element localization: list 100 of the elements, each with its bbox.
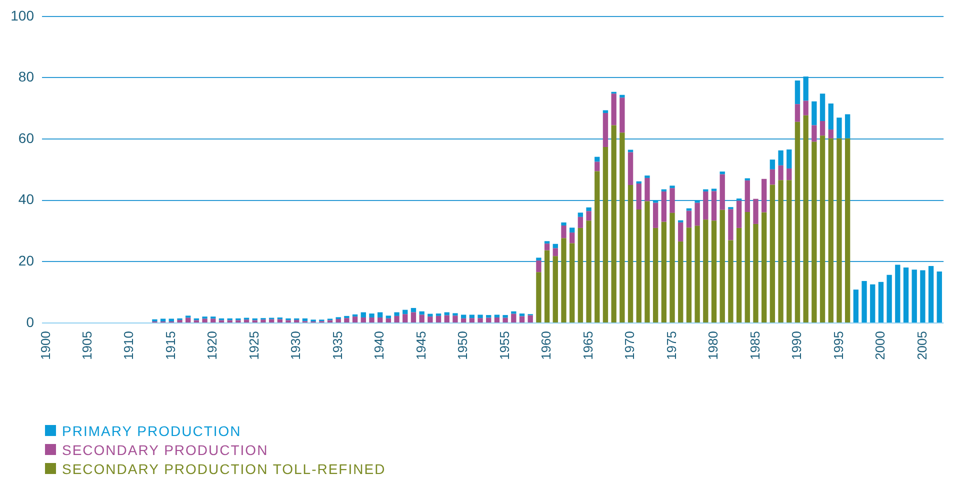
- bar: [878, 282, 884, 322]
- bar: [402, 310, 408, 314]
- bar: [594, 162, 600, 172]
- bar: [536, 272, 542, 322]
- x-tick-label: 1915: [162, 331, 178, 360]
- bar: [394, 312, 400, 316]
- y-tick-label: 100: [10, 7, 34, 24]
- x-tick-label: 1925: [246, 331, 262, 360]
- bar: [536, 258, 542, 260]
- bar: [419, 311, 424, 315]
- bar: [736, 200, 742, 228]
- x-tick-label: 1930: [288, 331, 304, 360]
- bar: [344, 316, 350, 318]
- y-tick-label: 80: [18, 68, 34, 85]
- bar: [528, 315, 533, 322]
- bar: [369, 313, 374, 318]
- bar: [168, 318, 174, 322]
- bar: [602, 147, 608, 322]
- bar: [436, 316, 442, 322]
- bar: [628, 152, 634, 186]
- bar: [644, 201, 650, 322]
- bar: [670, 212, 675, 322]
- bar: [844, 114, 850, 138]
- legend-label: SECONDARY PRODUCTION: [62, 442, 268, 458]
- bar: [586, 207, 592, 212]
- bar: [686, 210, 692, 228]
- bar: [378, 317, 383, 322]
- bar: [912, 270, 917, 322]
- bar: [369, 317, 374, 322]
- bar: [661, 222, 667, 322]
- x-tick-label: 1905: [79, 331, 94, 360]
- bar: [602, 112, 608, 148]
- bar: [670, 188, 675, 213]
- bar: [511, 311, 516, 314]
- bar: [762, 212, 767, 322]
- bar: [895, 264, 900, 322]
- x-tick-label: 1945: [413, 331, 428, 360]
- bar: [352, 314, 358, 317]
- bar: [494, 314, 500, 318]
- bar: [720, 174, 725, 210]
- bar: [762, 178, 767, 212]
- y-tick-label: 20: [18, 252, 34, 269]
- bar: [536, 260, 542, 272]
- bar: [753, 198, 758, 224]
- bar: [561, 226, 566, 238]
- bar: [678, 222, 684, 242]
- bar: [544, 241, 550, 244]
- x-tick-label: 1990: [789, 331, 804, 360]
- y-tick-label: 40: [18, 191, 34, 208]
- x-tick-label: 1955: [496, 331, 512, 360]
- bar: [803, 115, 808, 322]
- bar: [686, 208, 692, 211]
- bar: [452, 313, 458, 316]
- bar: [661, 191, 667, 222]
- bar: [552, 256, 558, 322]
- bar: [570, 232, 575, 244]
- bar: [620, 132, 625, 322]
- bar: [820, 136, 826, 322]
- bar: [720, 172, 725, 174]
- bar: [244, 320, 250, 322]
- bar: [594, 171, 600, 322]
- bar: [928, 266, 934, 322]
- bar: [478, 318, 483, 322]
- bar: [803, 76, 808, 101]
- bar: [652, 200, 658, 203]
- bar: [502, 315, 508, 318]
- bar: [544, 250, 550, 322]
- bar: [711, 191, 717, 221]
- bar: [578, 228, 584, 322]
- x-tick-label: 1950: [455, 331, 470, 360]
- y-tick-label: 0: [26, 314, 34, 330]
- bar: [728, 209, 734, 240]
- bar: [602, 110, 608, 113]
- bar: [444, 315, 450, 322]
- bar: [694, 226, 700, 322]
- x-tick-label: 1920: [204, 331, 220, 360]
- bar: [936, 271, 942, 322]
- bar: [360, 317, 366, 322]
- bar: [778, 165, 784, 180]
- bar: [378, 312, 383, 318]
- bar: [578, 212, 584, 217]
- x-tick-label: 1940: [372, 331, 387, 360]
- x-tick-label: 1975: [664, 331, 679, 360]
- bar: [428, 316, 433, 322]
- bar: [920, 270, 926, 322]
- bar: [519, 313, 525, 316]
- bar: [402, 314, 408, 322]
- bar: [886, 274, 892, 322]
- bar: [620, 94, 625, 98]
- bar: [853, 290, 859, 322]
- bar: [186, 318, 191, 322]
- bar: [419, 314, 424, 322]
- bar: [620, 98, 625, 133]
- bar: [862, 280, 867, 322]
- bar: [444, 312, 450, 316]
- bar: [277, 319, 283, 322]
- bar: [812, 101, 817, 126]
- bar: [436, 313, 442, 316]
- bar: [786, 168, 792, 180]
- bar: [870, 284, 876, 322]
